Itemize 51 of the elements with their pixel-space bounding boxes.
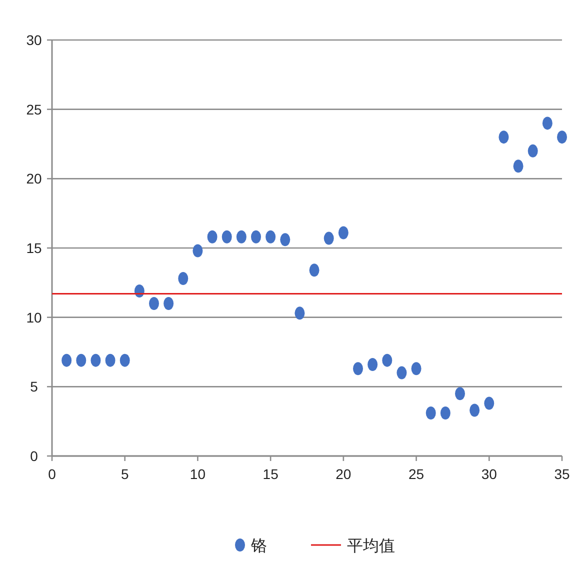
point: [484, 396, 494, 410]
point: [557, 130, 567, 144]
y-tick-label: 10: [26, 309, 42, 326]
point: [396, 366, 407, 380]
point: [426, 406, 436, 420]
x-tick-label: 25: [408, 466, 424, 482]
point: [90, 354, 101, 367]
point: [455, 387, 465, 400]
point: [266, 230, 276, 244]
legend-label: 平均值: [347, 538, 395, 555]
x-tick-label: 0: [48, 466, 56, 482]
point: [411, 362, 422, 376]
y-tick-label: 15: [26, 240, 42, 256]
point: [236, 230, 246, 244]
point: [470, 404, 480, 417]
point: [440, 406, 450, 420]
x-tick-label: 15: [262, 466, 279, 482]
y-tick-label: 25: [26, 101, 42, 118]
point: [192, 244, 203, 258]
point: [528, 144, 538, 158]
y-tick-label: 0: [30, 448, 38, 464]
point: [178, 272, 188, 286]
point: [338, 226, 348, 240]
point: [353, 362, 363, 376]
x-tick-label: 35: [554, 466, 570, 482]
point: [76, 354, 86, 367]
point: [207, 230, 218, 244]
point: [498, 130, 509, 144]
legend-label: 铬: [250, 538, 267, 555]
x-tick-label: 5: [120, 466, 129, 482]
point: [164, 296, 174, 310]
x-tick-label: 30: [481, 466, 498, 482]
point: [62, 354, 72, 367]
x-tick-label: 10: [190, 466, 206, 482]
point: [309, 264, 320, 277]
point: [251, 230, 261, 244]
y-tick-label: 30: [26, 32, 42, 48]
y-tick-label: 5: [30, 378, 38, 395]
y-tick-label: 20: [26, 170, 42, 187]
point: [368, 358, 378, 371]
point: [280, 233, 290, 246]
point: [382, 354, 392, 367]
point: [105, 354, 116, 367]
point: [149, 296, 159, 310]
point: [120, 354, 130, 367]
point: [542, 116, 552, 130]
point: [222, 230, 232, 244]
x-tick-label: 20: [336, 466, 352, 482]
point: [324, 232, 334, 245]
point: [294, 306, 305, 320]
point: [513, 160, 524, 173]
